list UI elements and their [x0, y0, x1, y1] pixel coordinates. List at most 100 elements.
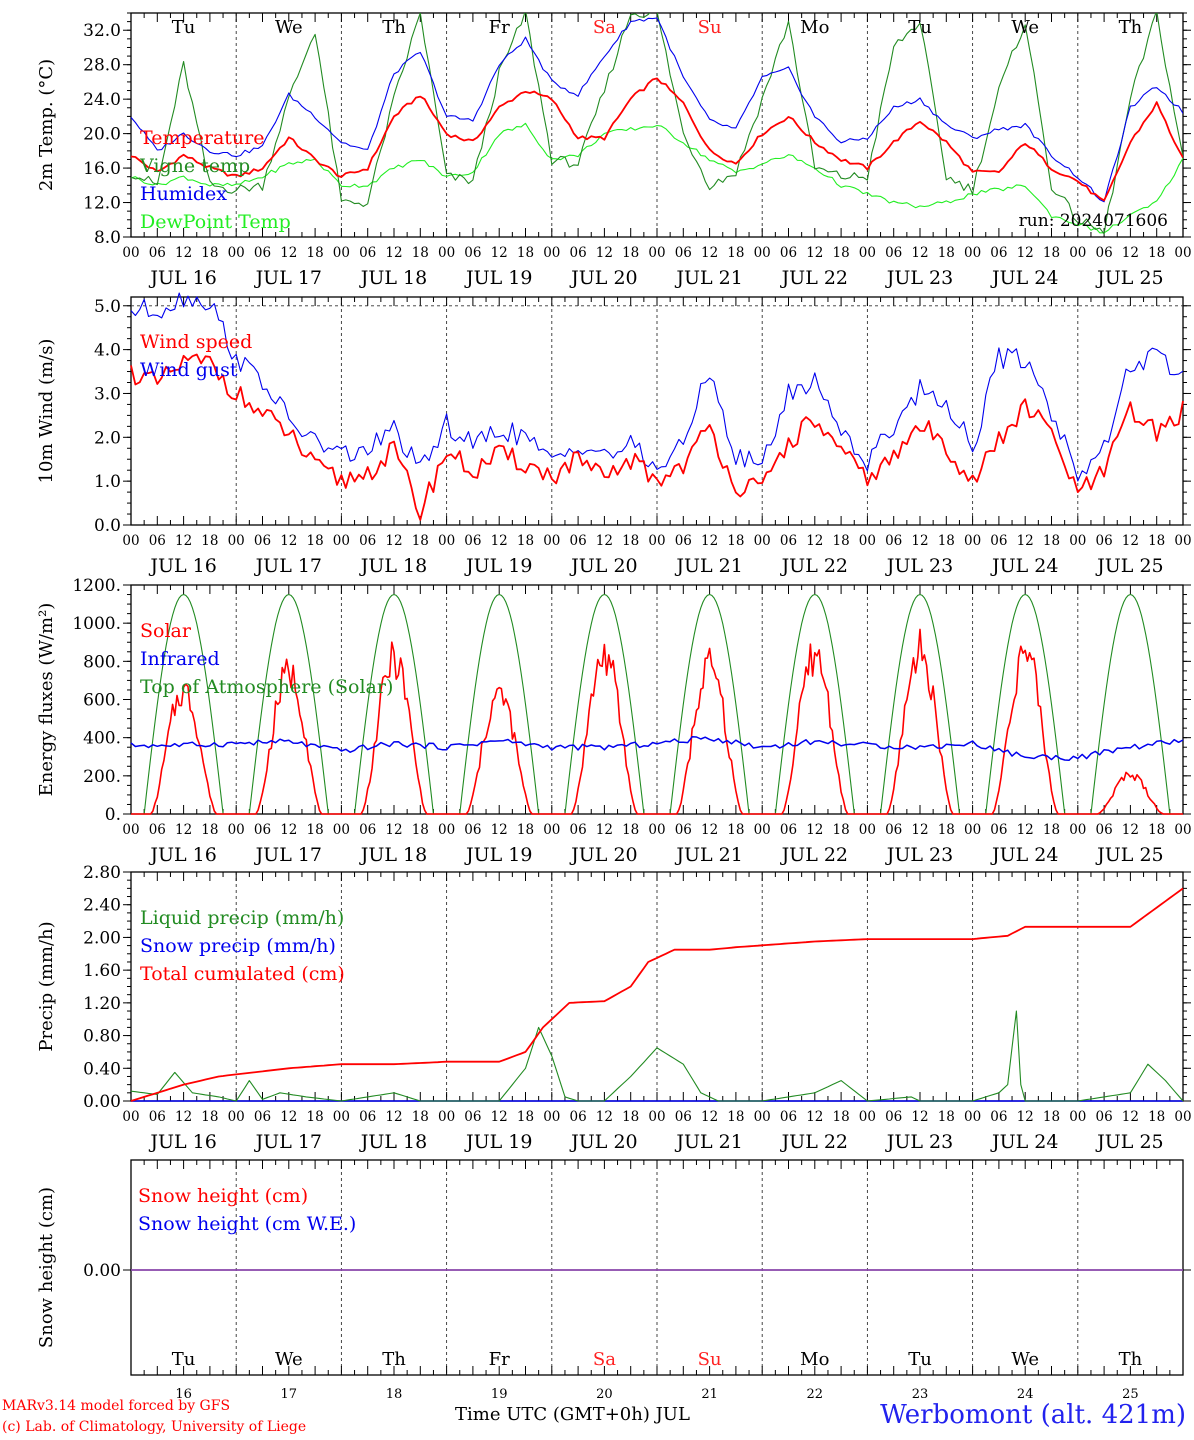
x-date-label: JUL 22 [780, 555, 848, 577]
x-hour-label: 18 [727, 822, 744, 838]
legend-entry: Snow height (cm W.E.) [138, 1213, 356, 1235]
x-date-label: JUL 22 [780, 267, 848, 289]
x-hour-label: 18 [622, 1109, 639, 1125]
x-hour-label: 06 [1096, 245, 1113, 261]
weekday-label: We [1011, 1349, 1039, 1370]
series-liquid-precip [130, 1010, 1184, 1102]
x-hour-label: 18 [1148, 533, 1165, 549]
x-hour-label: 00 [333, 533, 350, 549]
x-hour-label: 00 [228, 533, 245, 549]
series-vigne-temp [131, 13, 1183, 235]
x-hour-label: 00 [1174, 533, 1191, 549]
x-hour-label: 18 [833, 1109, 850, 1125]
x-hour-label: 18 [307, 822, 324, 838]
x-hour-label: 18 [1043, 533, 1060, 549]
x-date-label: JUL 18 [359, 844, 427, 866]
x-hour-label: 00 [438, 245, 455, 261]
x-hour-label: 12 [1017, 533, 1034, 549]
x-hour-label: 00 [122, 245, 139, 261]
weekday-label: We [275, 17, 303, 38]
legend-entry: Humidex [140, 183, 227, 205]
x-hour-label: 12 [911, 1109, 928, 1125]
x-hour-label: 18 [727, 245, 744, 261]
station-name: Werbomont (alt. 421m) [880, 1400, 1186, 1430]
x-hour-label: 06 [570, 822, 587, 838]
series-temperature [131, 77, 1183, 202]
y-tick-label: 1.0 [94, 472, 121, 492]
x-hour-label: 00 [648, 533, 665, 549]
x-hour-label: 00 [754, 822, 771, 838]
x-hour-label: 00 [964, 822, 981, 838]
x-hour-label: 06 [149, 822, 166, 838]
legend-entry: Wind speed [140, 331, 252, 353]
x-hour-label: 12 [701, 1109, 718, 1125]
x-date-label: JUL 23 [885, 1131, 953, 1153]
x-date-label: JUL 21 [674, 844, 742, 866]
x-hour-label: 18 [1148, 822, 1165, 838]
panel-4: 0.00 0.40 0.80 1.20 1.60 2.00 2.40 2.80 Precip (… [36, 863, 1192, 1153]
x-date-label: JUL 21 [674, 1131, 742, 1153]
x-hour-label: 12 [1017, 245, 1034, 261]
x-date-label: JUL 16 [148, 1131, 216, 1153]
x-hour-label: 00 [1069, 245, 1086, 261]
y-axis-title: Snow height (cm) [36, 1187, 57, 1348]
series-dewpoint-temp [131, 122, 1183, 234]
day-number-label: 20 [596, 1387, 613, 1400]
x-hour-label: 00 [754, 1109, 771, 1125]
x-date-label: JUL 20 [569, 1131, 637, 1153]
x-hour-label: 00 [964, 245, 981, 261]
legend-entry: Total cumulated (cm) [140, 963, 345, 985]
x-hour-label: 18 [1043, 822, 1060, 838]
y-tick-label: 0.40 [83, 1059, 121, 1079]
panel-5: 0.00 Snow height (cm) Snow height (cm) Snow… [36, 1159, 1191, 1400]
x-hour-label: 00 [543, 533, 560, 549]
x-hour-label: 18 [517, 245, 534, 261]
x-hour-label: 06 [780, 533, 797, 549]
lab-credit: (c) Lab. of Climatology, University of L… [2, 1419, 307, 1435]
x-hour-label: 18 [833, 533, 850, 549]
x-hour-label: 06 [149, 533, 166, 549]
x-hour-label: 12 [806, 245, 823, 261]
x-hour-label: 12 [280, 533, 297, 549]
time-axis-title: Time UTC (GMT+0h) JUL [455, 1404, 690, 1425]
x-hour-label: 18 [201, 245, 218, 261]
x-hour-label: 12 [175, 1109, 192, 1125]
weekday-label: We [1011, 17, 1039, 38]
x-hour-label: 12 [596, 822, 613, 838]
x-date-label: JUL 21 [674, 555, 742, 577]
legend-entry: Temperature [140, 127, 264, 149]
x-hour-label: 00 [122, 1109, 139, 1125]
x-hour-label: 18 [201, 1109, 218, 1125]
x-hour-label: 00 [438, 822, 455, 838]
x-hour-label: 18 [412, 822, 429, 838]
x-hour-label: 00 [859, 1109, 876, 1125]
x-hour-label: 06 [1096, 822, 1113, 838]
x-hour-label: 06 [780, 245, 797, 261]
x-date-label: JUL 24 [990, 267, 1058, 289]
y-tick-label: 1200. [72, 576, 121, 596]
x-date-label: JUL 24 [990, 844, 1058, 866]
x-hour-label: 06 [1096, 533, 1113, 549]
x-hour-label: 06 [149, 1109, 166, 1125]
x-hour-label: 06 [885, 1109, 902, 1125]
x-date-label: JUL 17 [254, 267, 322, 289]
temperature-lines [131, 13, 1183, 235]
weekday-label: Fr [489, 1349, 510, 1370]
y-tick-label: 5.0 [94, 297, 121, 317]
x-hour-label: 00 [1069, 1109, 1086, 1125]
y-tick-label: 2.80 [83, 863, 121, 883]
x-hour-label: 06 [359, 533, 376, 549]
x-hour-label: 06 [780, 1109, 797, 1125]
x-hour-label: 12 [491, 1109, 508, 1125]
x-hour-label: 12 [596, 533, 613, 549]
y-tick-label: 20.0 [83, 125, 121, 145]
x-hour-label: 12 [491, 533, 508, 549]
legend-entry: Liquid precip (mm/h) [140, 907, 344, 929]
x-hour-label: 18 [1148, 1109, 1165, 1125]
x-hour-label: 00 [122, 822, 139, 838]
weekday-label: Su [698, 17, 722, 38]
x-hour-label: 18 [727, 1109, 744, 1125]
y-tick-label: 1.60 [83, 961, 121, 981]
x-hour-label: 18 [938, 533, 955, 549]
x-hour-label: 00 [333, 245, 350, 261]
